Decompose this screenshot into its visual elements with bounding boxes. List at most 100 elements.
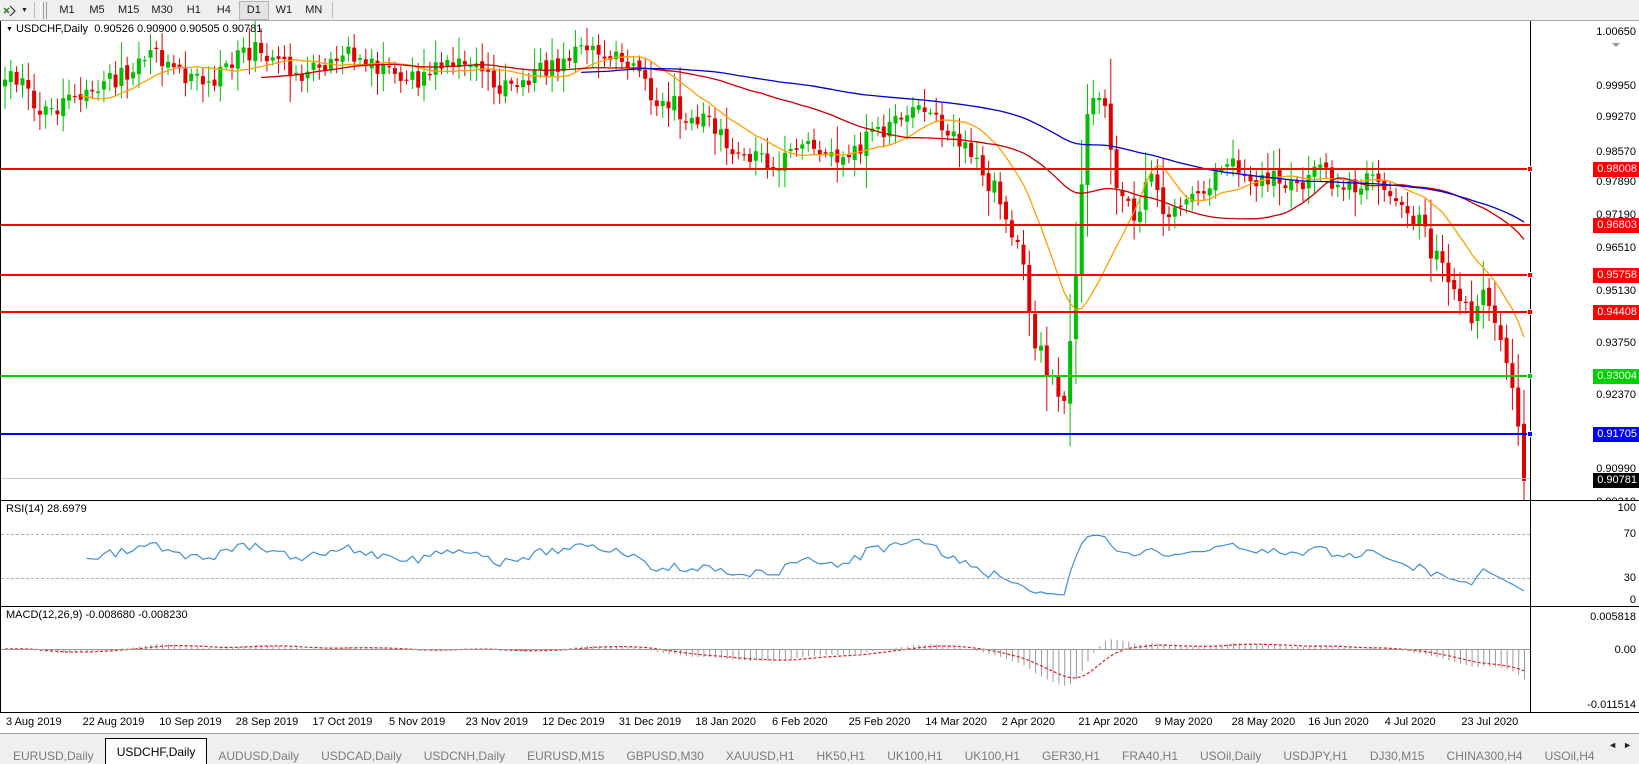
price-candles-and-mas (3, 21, 1526, 500)
price-axis[interactable]: 1.00650 0.99950 0.99270 0.98570 0.97890 … (1530, 21, 1639, 508)
level-line-096803[interactable] (1, 224, 1530, 226)
level-label-096803[interactable]: 0.96803 (1593, 218, 1639, 233)
level-line-091705[interactable] (1, 433, 1530, 435)
rsi-plot-area[interactable] (1, 501, 1530, 606)
rsi-pane[interactable]: RSI(14) 28.6979 100 70 30 0 (1, 501, 1639, 607)
level-label-098008[interactable]: 0.98008 (1593, 162, 1639, 177)
rsi-axis[interactable]: 100 70 30 0 (1530, 501, 1639, 606)
level-label-091705[interactable]: 0.91705 (1593, 427, 1639, 442)
timeframe-m30[interactable]: M30 (151, 4, 173, 16)
current-price-line (1, 478, 1530, 479)
chart-tab-china300-h4[interactable]: CHINA300,H4 (1446, 748, 1523, 763)
chart-tab-usdchf-daily[interactable]: USDCHF,Daily (104, 738, 208, 764)
timeframe-w1[interactable]: W1 (275, 4, 293, 16)
chart-shift-handle-icon[interactable] (1612, 43, 1621, 48)
date-axis[interactable]: 3 Aug 2019 22 Aug 2019 10 Sep 2019 28 Sep 2… (0, 713, 1639, 733)
chart-tab-usdcnh-daily[interactable]: USDCNH,Daily (423, 748, 506, 763)
price-tick: 0.90990 (1596, 463, 1636, 475)
level-line-093004[interactable] (1, 375, 1530, 377)
level-line-095758[interactable] (1, 274, 1530, 276)
level-label-095758[interactable]: 0.95758 (1593, 268, 1639, 283)
tab-scroll-nav: ◄ ► (1605, 733, 1639, 764)
macd-pane[interactable]: MACD(12,26,9) -0.008680 -0.008230 0.0058… (1, 607, 1639, 712)
timeframe-m5[interactable]: M5 (89, 4, 105, 16)
level-label-093004[interactable]: 0.93004 (1593, 369, 1639, 384)
price-tick: 0.93750 (1596, 337, 1636, 349)
rsi-tick: 30 (1623, 572, 1636, 584)
timeframe-m15[interactable]: M15 (118, 4, 140, 16)
chart-tab-hk50-h1[interactable]: HK50,H1 (816, 748, 866, 763)
date-axis-label: 6 Feb 2020 (772, 716, 828, 728)
chart-tab-usoil-h4[interactable]: USOil,H4 (1544, 748, 1595, 763)
level-anchor-095758[interactable] (1527, 272, 1533, 278)
date-axis-label: 28 Sep 2019 (235, 716, 299, 728)
timeframe-buttons: M1 M5 M15 M30 H1 H4 D1 W1 MN (52, 0, 329, 20)
chart-tab-usoil-daily[interactable]: USOil,Daily (1200, 748, 1262, 763)
rsi-oversold-line (1, 578, 1530, 579)
toolbar-grip-handle-icon[interactable] (40, 1, 49, 19)
date-axis-label: 16 Jun 2020 (1308, 716, 1369, 728)
rsi-overbought-line (1, 534, 1530, 535)
rsi-tick: 70 (1623, 528, 1636, 540)
price-tick: 0.97890 (1596, 176, 1636, 188)
chart-tab-uk100-h1[interactable]: UK100,H1 (964, 748, 1020, 763)
timeframe-h1[interactable]: H1 (186, 4, 201, 16)
chart-tab-eurusd-daily[interactable]: EURUSD,Daily (13, 748, 94, 763)
collapse-caret-icon[interactable]: ▼ (6, 25, 13, 33)
date-axis-label: 5 Nov 2019 (389, 716, 446, 728)
chart-tab-gbpusd-m30[interactable]: GBPUSD,M30 (626, 748, 704, 763)
timeframe-mn[interactable]: MN (305, 4, 323, 16)
tab-scroll-next-icon[interactable]: ► (1623, 739, 1632, 750)
macd-tick: 0.005818 (1590, 611, 1636, 623)
chart-tab-usdcad-daily[interactable]: USDCAD,Daily (321, 748, 402, 763)
tab-scroll-prev-icon[interactable]: ◄ (1608, 739, 1618, 750)
chart-tab-uk100-h1[interactable]: UK100,H1 (887, 748, 943, 763)
chart-tab-eurusd-m15[interactable]: EURUSD,M15 (527, 748, 605, 763)
level-anchor-094408[interactable] (1527, 309, 1533, 315)
chart-tab-usdjpy-h1[interactable]: USDJPY,H1 (1283, 748, 1348, 763)
price-tick: 0.95130 (1596, 285, 1636, 297)
chart-tab-fra40-h1[interactable]: FRA40,H1 (1121, 748, 1179, 763)
toolbar-dropdown-caret-icon[interactable]: ▼ (21, 6, 28, 14)
macd-axis[interactable]: 0.005818 0.00 -0.011514 (1530, 607, 1639, 712)
date-axis-label: 31 Dec 2019 (618, 716, 682, 728)
chart-tab-ger30-h1[interactable]: GER30,H1 (1041, 748, 1100, 763)
date-axis-label: 10 Sep 2019 (159, 716, 222, 728)
date-axis-label: 2 Apr 2020 (1001, 716, 1056, 728)
price-tick: 0.99270 (1596, 111, 1636, 123)
date-axis-label: 23 Jul 2020 (1461, 716, 1519, 728)
level-line-094408[interactable] (1, 311, 1530, 313)
level-label-094408[interactable]: 0.94408 (1593, 305, 1639, 320)
chart-symbol-label: USDCHF,Daily (15, 23, 89, 35)
chart-frame[interactable]: ▼ USDCHF,Daily 0.90526 0.90900 0.90505 0.… (0, 21, 1639, 713)
date-axis-label: 14 Mar 2020 (925, 716, 987, 728)
top-toolbar: ▼ M1 M5 M15 M30 H1 H4 D1 W1 MN (0, 0, 1639, 21)
timeframe-h4[interactable]: H4 (216, 4, 231, 16)
price-tick: 0.98570 (1596, 146, 1636, 158)
macd-plot-area[interactable] (1, 607, 1530, 712)
rsi-tick: 100 (1617, 502, 1636, 514)
price-plot-area[interactable] (1, 21, 1530, 500)
chart-symbol-header: ▼ USDCHF,Daily 0.90526 0.90900 0.90505 0.… (6, 23, 262, 35)
price-pane[interactable]: ▼ USDCHF,Daily 0.90526 0.90900 0.90505 0.… (1, 21, 1639, 508)
date-axis-label: 22 Aug 2019 (82, 716, 145, 728)
chart-ohlc-values: 0.90526 0.90900 0.90505 0.90781 (94, 23, 263, 35)
crosshair-arrows-icon[interactable] (0, 1, 18, 20)
rsi-line (86, 534, 1525, 596)
macd-tick: -0.011514 (1587, 699, 1636, 711)
level-anchor-091705[interactable] (1527, 431, 1533, 437)
timeframe-m1[interactable]: M1 (59, 4, 75, 16)
level-anchor-093004[interactable] (1527, 373, 1533, 379)
price-tick: 0.97190 (1596, 209, 1636, 221)
date-axis-label: 3 Aug 2019 (6, 716, 62, 728)
chart-tab-dj30-m15[interactable]: DJ30,M15 (1369, 748, 1425, 763)
chart-tab-xauusd-h1[interactable]: XAUUSD,H1 (725, 748, 795, 763)
chart-tab-audusd-daily[interactable]: AUDUSD,Daily (218, 748, 300, 763)
date-axis-label: 4 Jul 2020 (1384, 716, 1436, 728)
rsi-tick: 0 (1629, 594, 1636, 606)
level-line-098008[interactable] (1, 168, 1530, 170)
date-axis-label: 21 Apr 2020 (1078, 716, 1138, 728)
timeframe-d1[interactable]: D1 (238, 0, 269, 20)
level-anchor-098008[interactable] (1527, 166, 1533, 172)
